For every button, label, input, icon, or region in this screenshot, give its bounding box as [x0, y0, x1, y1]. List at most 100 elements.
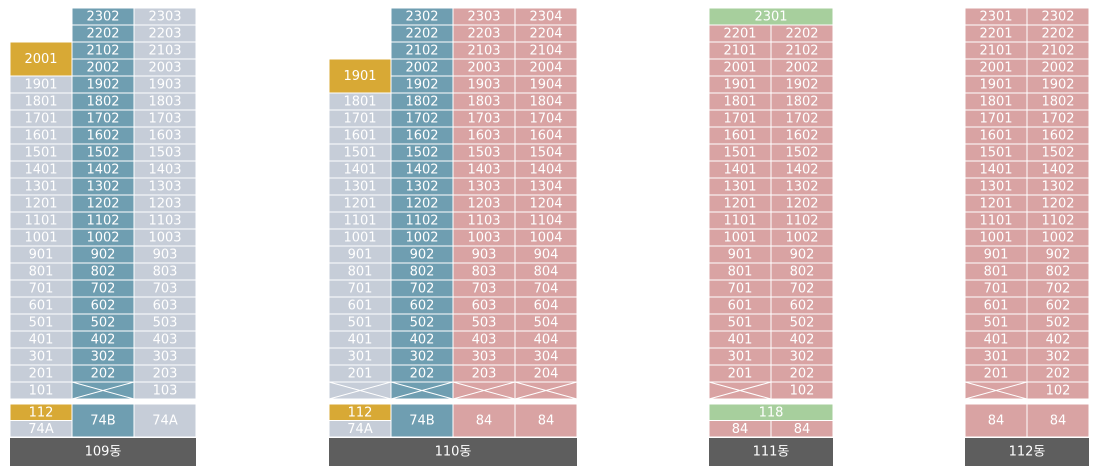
unit-label: 401: [29, 333, 54, 348]
unit-label: 2103: [148, 44, 181, 59]
unit-label: 903: [472, 248, 497, 263]
cross: [964, 381, 1028, 400]
unit-label: 2102: [1041, 44, 1074, 59]
unit-label: 1401: [723, 163, 756, 178]
unit-label: 1401: [343, 163, 376, 178]
building-bar: [709, 438, 833, 466]
unit-label: 1603: [467, 129, 500, 144]
unit-label: 703: [472, 282, 497, 297]
unit-label: 1001: [979, 231, 1012, 246]
unit-label: 202: [1046, 367, 1071, 382]
unit-label: 1004: [529, 231, 562, 246]
unit-label: 1502: [405, 146, 438, 161]
unit-label: 402: [91, 333, 116, 348]
unit-label: 303: [472, 350, 497, 365]
unit-label: 2101: [723, 44, 756, 59]
unit-label: 1201: [723, 197, 756, 212]
top-unit-label: 2001: [24, 52, 57, 67]
unit-label: 1303: [148, 180, 181, 195]
unit-label: 202: [410, 367, 435, 382]
unit-label: 103: [153, 384, 178, 399]
unit-type: [133, 403, 197, 438]
unit-type-label: 74A: [347, 422, 373, 437]
unit-label: 1301: [24, 180, 57, 195]
unit-label: 601: [728, 299, 753, 314]
unit: [770, 381, 834, 400]
unit-label: 704: [534, 282, 559, 297]
unit-type-label: 84: [988, 414, 1005, 429]
unit: [1026, 381, 1090, 400]
unit-label: 1102: [86, 214, 119, 229]
unit-label: 101: [29, 384, 54, 399]
unit-label: 1401: [24, 163, 57, 178]
unit-label: 1002: [405, 231, 438, 246]
unit-label: 201: [29, 367, 54, 382]
building-name: 112동: [1009, 445, 1046, 460]
unit-label: 301: [29, 350, 54, 365]
unit-type-label: 74B: [90, 414, 115, 429]
unit-label: 2203: [148, 27, 181, 42]
unit-label: 1901: [979, 78, 1012, 93]
unit-label: 302: [410, 350, 435, 365]
unit-type-label: 84: [476, 414, 493, 429]
unit-label: 1104: [529, 214, 562, 229]
unit-label: 702: [790, 282, 815, 297]
unit-label: 1302: [785, 180, 818, 195]
unit-label: 2002: [785, 61, 818, 76]
building-name: 110동: [435, 445, 472, 460]
unit-label: 602: [790, 299, 815, 314]
unit-label: 1902: [86, 78, 119, 93]
unit-label: 902: [1046, 248, 1071, 263]
unit-label: 1902: [405, 78, 438, 93]
unit-label: 203: [472, 367, 497, 382]
unit-label: 2001: [723, 61, 756, 76]
unit-label: 2202: [86, 27, 119, 42]
unit-type-label: 74A: [152, 414, 178, 429]
unit-label: 902: [790, 248, 815, 263]
unit-label: 901: [29, 248, 54, 263]
cross: [708, 381, 772, 400]
unit-label: 302: [790, 350, 815, 365]
unit-type: [390, 403, 454, 438]
unit-label: 1702: [785, 112, 818, 127]
unit-label: 1701: [979, 112, 1012, 127]
cross: [514, 381, 578, 400]
unit-label: 1204: [529, 197, 562, 212]
unit-label: 1304: [529, 180, 562, 195]
unit-label: 902: [91, 248, 116, 263]
unit-label: 1902: [1041, 78, 1074, 93]
unit-label: 1201: [979, 197, 1012, 212]
unit-label: 1702: [1041, 112, 1074, 127]
unit-label: 602: [91, 299, 116, 314]
unit-type: [770, 420, 834, 438]
unit-label: 1003: [467, 231, 500, 246]
unit-label: 1503: [148, 146, 181, 161]
unit-label: 902: [410, 248, 435, 263]
unit-label: 1103: [467, 214, 500, 229]
unit-label: 204: [534, 367, 559, 382]
unit-label: 201: [728, 367, 753, 382]
unit-label: 2303: [148, 10, 181, 25]
unit-label: 1003: [148, 231, 181, 246]
unit-label: 102: [790, 384, 815, 399]
unit-label: 2101: [979, 44, 1012, 59]
unit-label: 1702: [405, 112, 438, 127]
unit-label: 1601: [979, 129, 1012, 144]
unit-label: 801: [984, 265, 1009, 280]
unit-label: 1401: [979, 163, 1012, 178]
unit-label: 203: [153, 367, 178, 382]
unit-label: 1701: [343, 112, 376, 127]
unit-label: 301: [984, 350, 1009, 365]
unit-type: [514, 403, 578, 438]
unit-label: 402: [790, 333, 815, 348]
building-name: 111동: [753, 445, 790, 460]
unit-label: 2303: [467, 10, 500, 25]
unit-label: 503: [472, 316, 497, 331]
unit-label: 702: [91, 282, 116, 297]
unit-label: 102: [1046, 384, 1071, 399]
unit-label: 502: [91, 316, 116, 331]
unit-label: 301: [728, 350, 753, 365]
unit-label: 1101: [723, 214, 756, 229]
unit-label: 903: [153, 248, 178, 263]
unit-label: 604: [534, 299, 559, 314]
